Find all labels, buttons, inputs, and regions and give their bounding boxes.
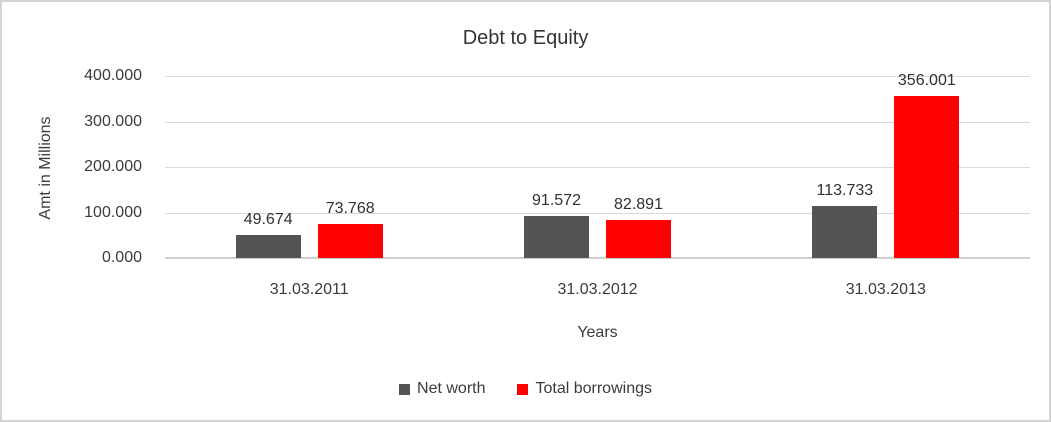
y-tick-label-0: 0.000 (101, 249, 142, 266)
data-label-net-worth-31-03-2011: 49.674 (243, 211, 293, 229)
x-axis-line (165, 257, 1030, 259)
y-tick-label-200: 200.000 (84, 158, 142, 175)
gridline-300 (165, 121, 1030, 123)
data-label-total-borrowings-31-03-2013: 356.001 (897, 72, 956, 90)
data-label-total-borrowings-31-03-2012: 82.891 (614, 196, 663, 214)
bar-net-worth-31-03-2013 (812, 206, 878, 258)
bar-total-borrowings-31-03-2013 (894, 96, 960, 258)
x-axis-title: Years (577, 324, 618, 341)
gridline-400 (165, 76, 1030, 77)
x-category-label-31-03-2011: 31.03.2011 (269, 281, 349, 298)
bar-total-borrowings-31-03-2012 (606, 220, 671, 258)
legend-item-total-borrowings: Total borrowings (517, 380, 652, 398)
data-label-total-borrowings-31-03-2011: 73.768 (325, 200, 375, 218)
x-category-label-31-03-2013: 31.03.2013 (845, 281, 926, 298)
legend-marker-net-worth (399, 383, 411, 395)
x-category-label-31-03-2012: 31.03.2012 (557, 281, 638, 298)
bar-net-worth-31-03-2011 (235, 235, 301, 258)
legend-label-net-worth: Net worth (417, 380, 486, 397)
gridline-200 (165, 167, 1030, 168)
data-label-net-worth-31-03-2013: 113.733 (816, 182, 874, 200)
legend-marker-total-borrowings (517, 383, 529, 395)
legend: Net worth Total borrowings (2, 380, 1049, 398)
legend-item-net-worth: Net worth (399, 380, 485, 398)
y-tick-label-100: 100.000 (84, 203, 142, 221)
bar-net-worth-31-03-2012 (524, 216, 589, 258)
gridline-100 (165, 212, 1030, 214)
data-label-net-worth-31-03-2012: 91.572 (532, 192, 581, 210)
legend-label-total-borrowings: Total borrowings (535, 380, 652, 397)
y-tick-label-300: 300.000 (84, 112, 142, 130)
y-tick-label-400: 400.000 (84, 67, 142, 84)
chart-title: Debt to Equity (462, 27, 589, 49)
bar-total-borrowings-31-03-2011 (317, 224, 383, 258)
